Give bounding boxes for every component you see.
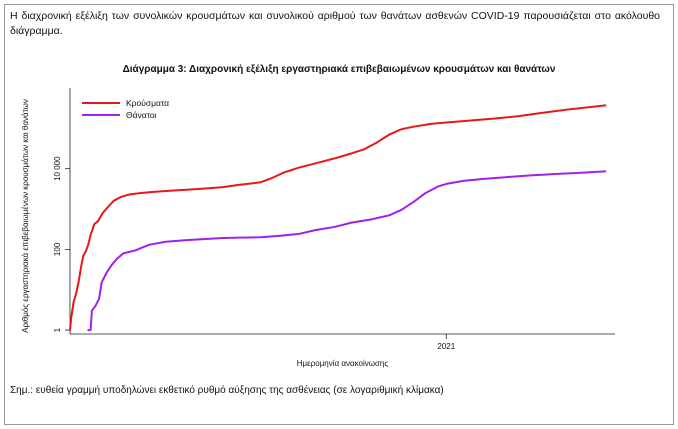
y-tick-label: 10 000 [53,156,62,181]
series-line-1 [69,104,607,332]
chart-note: Σημ.: ευθεία γραμμή υποδηλώνει εκθετικό … [10,385,444,396]
series-line-2 [87,170,607,332]
intro-paragraph: Η διαχρονική εξέλιξη των συνολικών κρουσ… [10,10,660,37]
legend-label-2: Θάνατοι [126,110,157,120]
x-tick-label: 2021 [437,342,455,351]
document-page [4,4,674,425]
y-axis-label: Αριθμός εργαστηριακά επιβεβαιωμένων κρου… [21,99,30,333]
legend-label-1: Κρούσματα [126,98,169,108]
chart-title: Διάγραμμα 3: Διαχρονική εξέλιξη εργαστηρ… [122,64,556,75]
y-tick-label: 100 [53,242,62,256]
x-axis-label: Ημερομηνία ανακοίνωσης [297,359,389,368]
y-tick-label: 1 [53,327,62,332]
